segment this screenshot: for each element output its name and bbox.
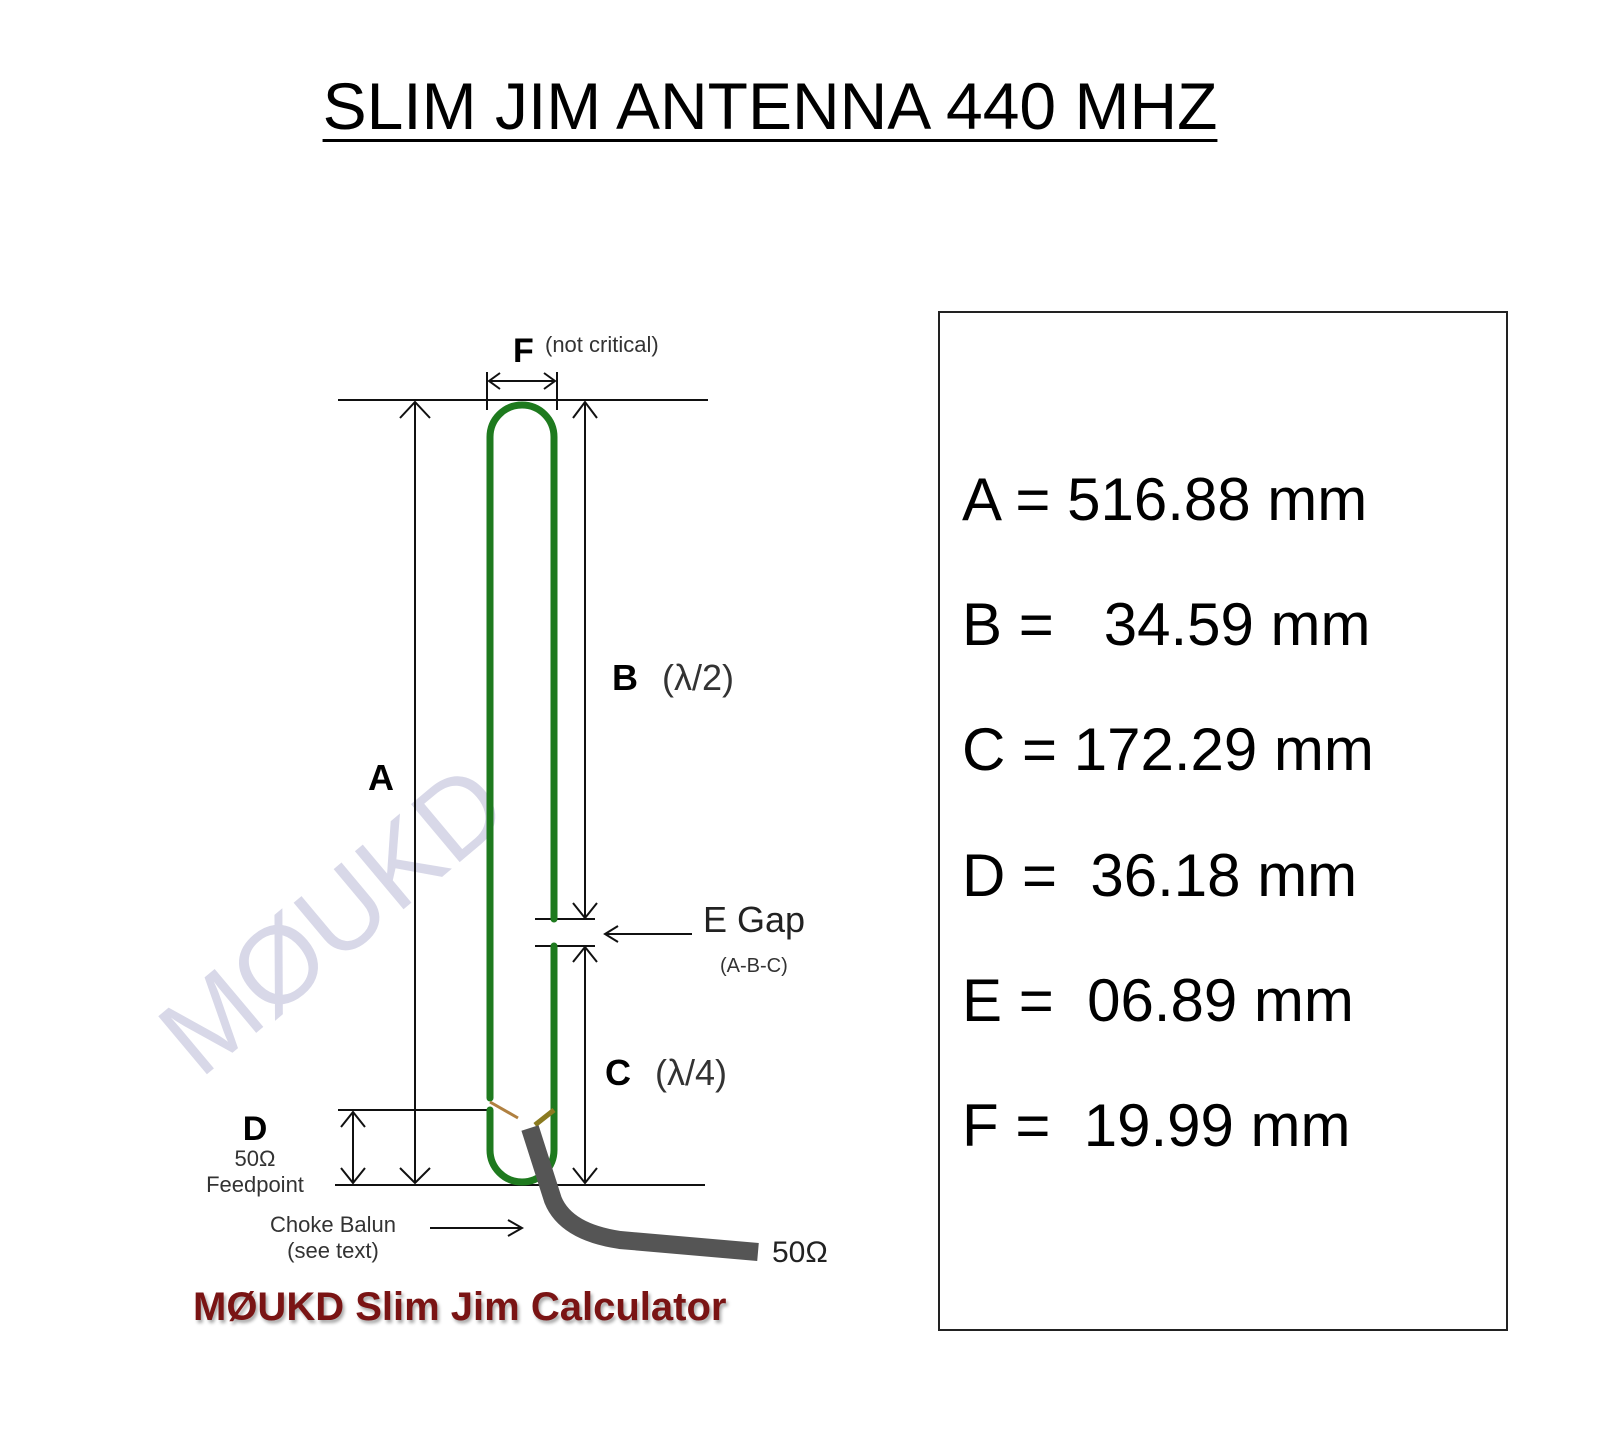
b-note: (λ/2): [662, 657, 734, 698]
d-label: D: [243, 1110, 268, 1148]
value-c: C = 172.29 mm: [962, 716, 1374, 783]
watermark: MØUKD: [136, 741, 529, 1098]
dimensions-box: A = 516.88 mm B = 34.59 mm C = 172.29 mm…: [938, 311, 1508, 1331]
b-label: B: [612, 657, 638, 698]
brand-caption: MØUKD Slim Jim Calculator: [193, 1285, 726, 1329]
d-impedance: 50Ω: [235, 1146, 276, 1171]
page-title: SLIM JIM ANTENNA 440 MHZ: [322, 69, 1218, 143]
cable-impedance: 50Ω: [772, 1236, 828, 1269]
c-note: (λ/4): [655, 1052, 727, 1093]
value-a: A = 516.88 mm: [962, 466, 1368, 533]
value-f: F = 19.99 mm: [962, 1092, 1351, 1159]
antenna-element: [486, 401, 558, 1186]
e-label: E Gap: [703, 899, 805, 940]
f-note: (not critical): [545, 332, 659, 357]
d-note: Feedpoint: [206, 1172, 304, 1197]
choke-balun-note: (see text): [287, 1238, 379, 1263]
value-d: D = 36.18 mm: [962, 842, 1358, 909]
value-e: E = 06.89 mm: [962, 967, 1354, 1034]
coax-cable: [521, 1125, 759, 1261]
e-note: (A-B-C): [720, 955, 788, 977]
a-label: A: [368, 757, 394, 798]
c-label: C: [605, 1052, 631, 1093]
choke-balun-label: Choke Balun: [270, 1212, 396, 1237]
value-b: B = 34.59 mm: [962, 591, 1371, 658]
f-label: F: [513, 332, 534, 370]
